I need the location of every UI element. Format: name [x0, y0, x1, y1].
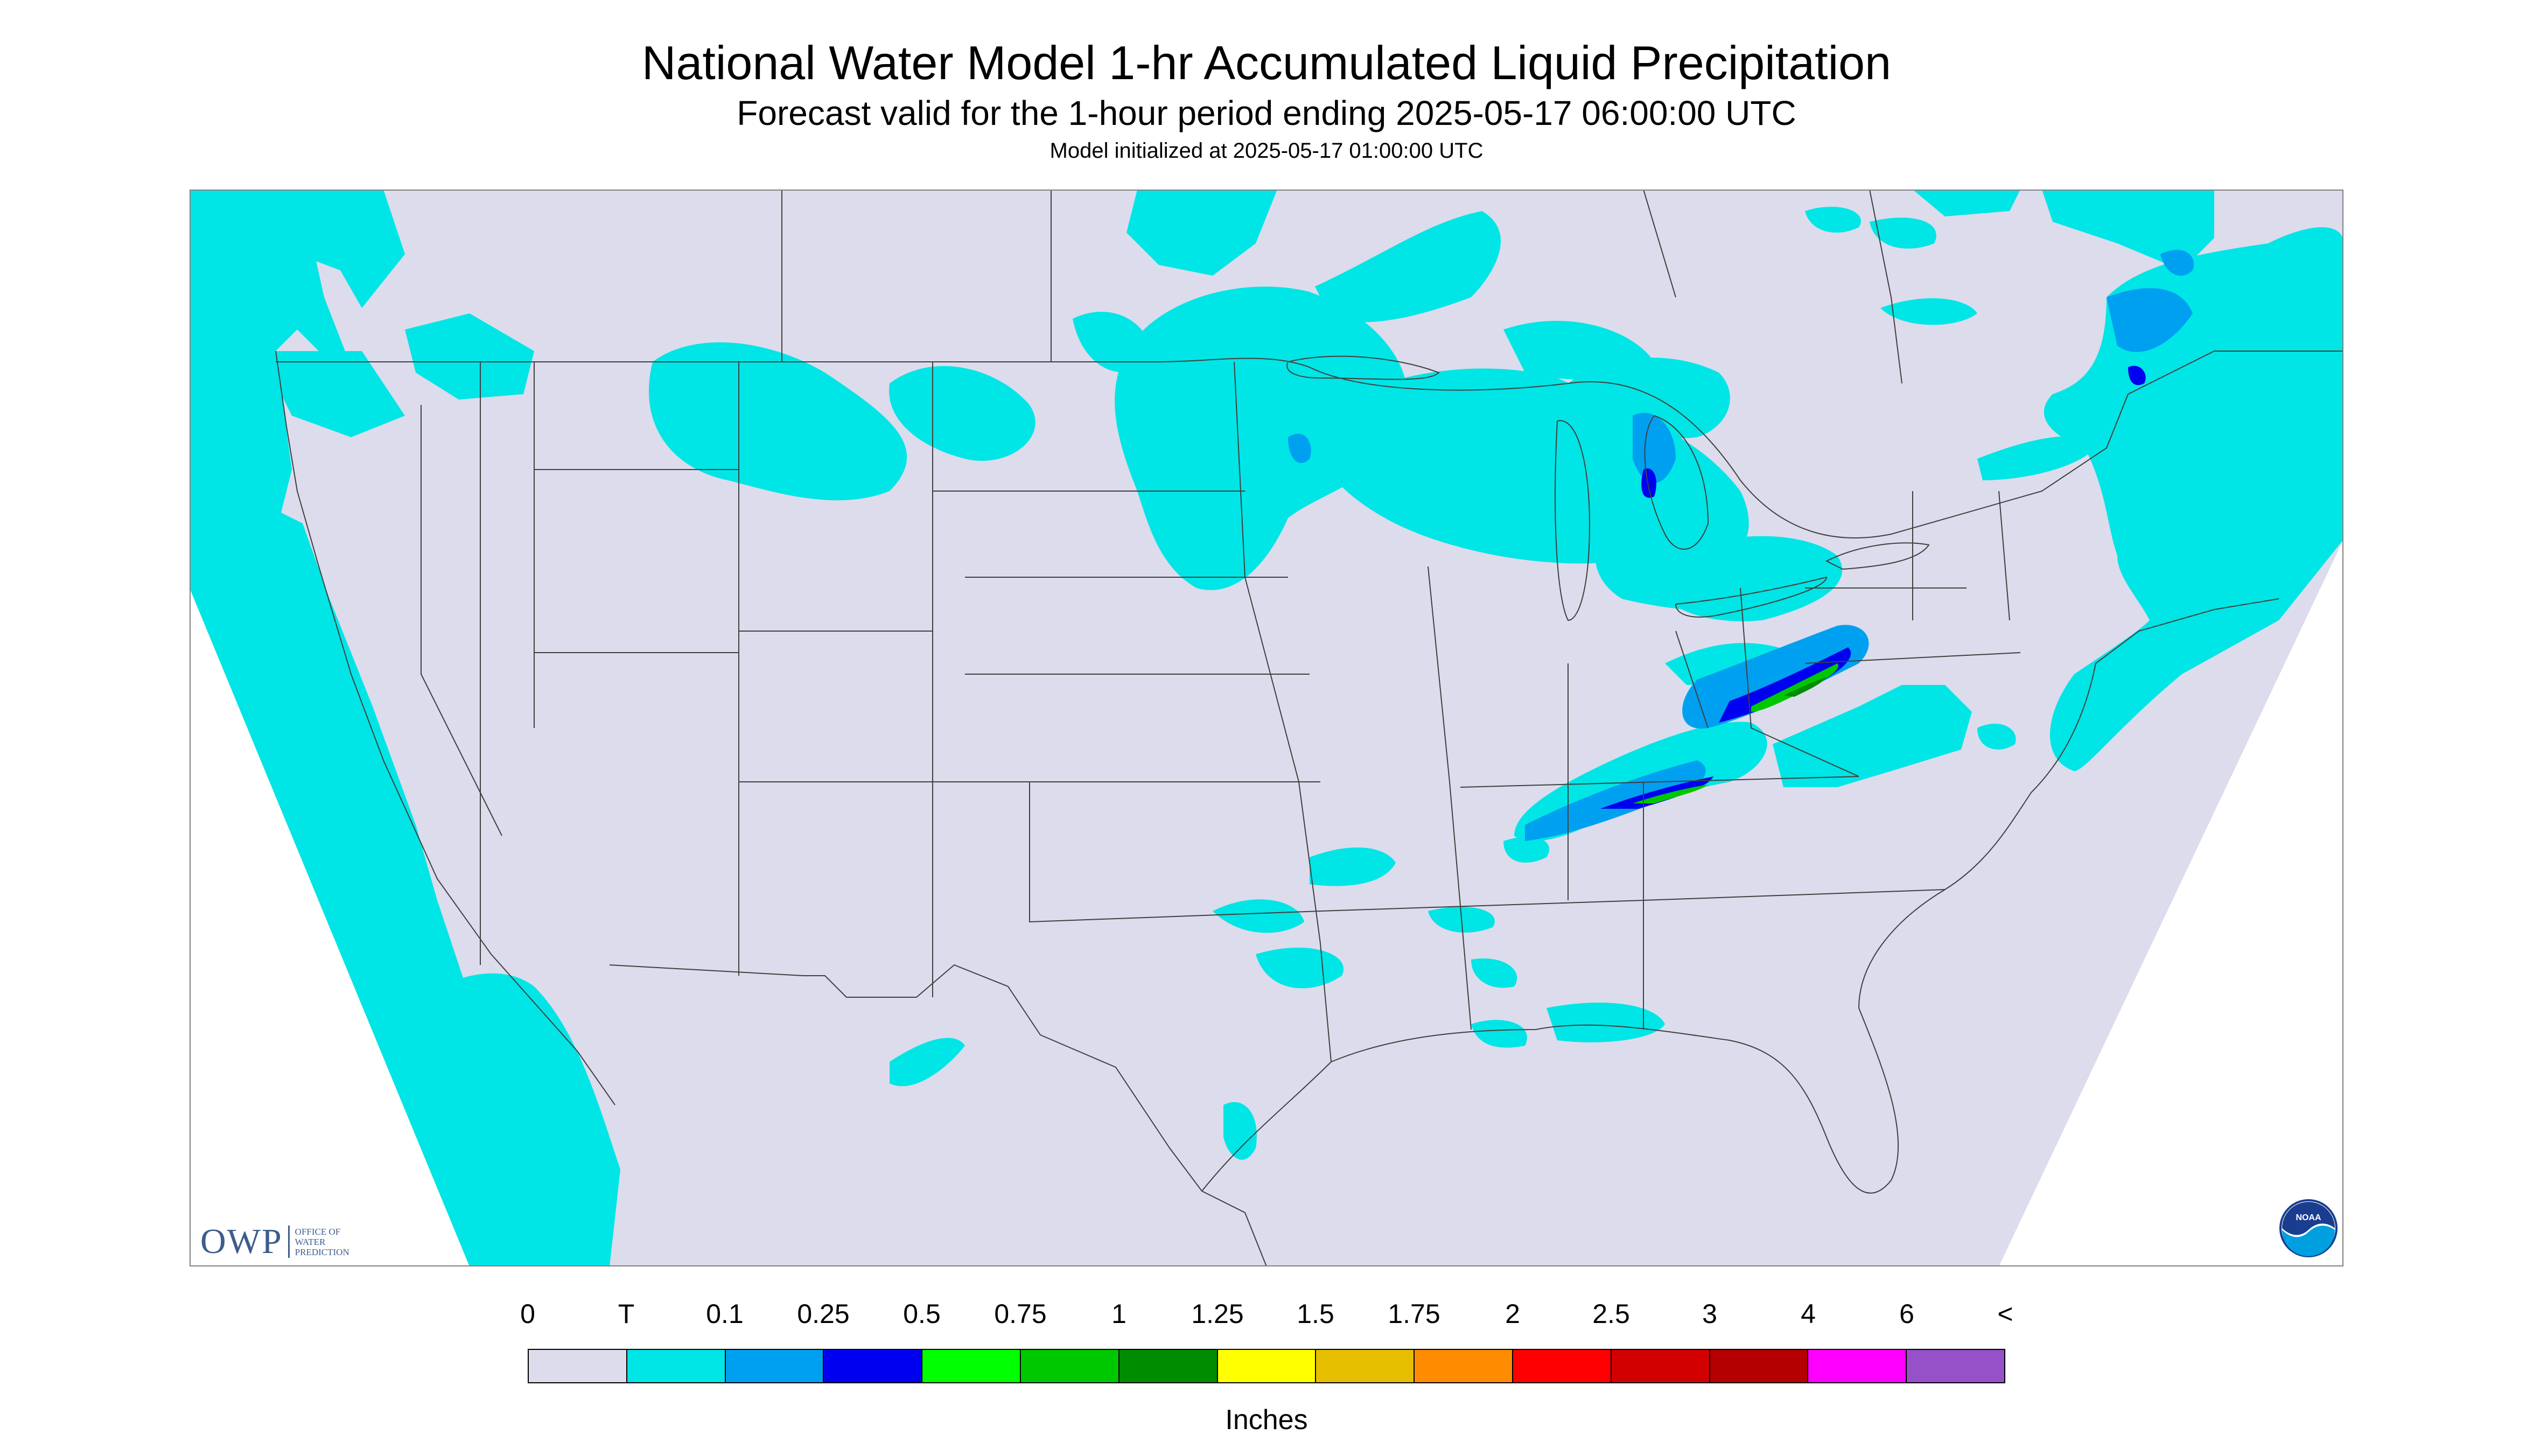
- legend-label: 1: [1111, 1299, 1126, 1329]
- owp-logo-text: OFFICE OF WATER PREDICTION: [295, 1226, 349, 1257]
- legend-label: 1.25: [1191, 1299, 1244, 1329]
- legend-swatch: [1808, 1350, 1907, 1382]
- noaa-emblem-icon: NOAA: [2279, 1199, 2338, 1257]
- legend-label: 1.75: [1388, 1299, 1440, 1329]
- legend-swatch: [1907, 1350, 2004, 1382]
- forecast-valid-subtitle: Forecast valid for the 1-hour period end…: [737, 94, 1796, 132]
- precip-0p5-areas: [1633, 663, 1838, 803]
- legend-label: <: [1997, 1299, 2013, 1329]
- precipitation-map[interactable]: [190, 190, 2343, 1266]
- legend-swatch: [1710, 1350, 1809, 1382]
- svg-text:NOAA: NOAA: [2296, 1213, 2321, 1222]
- legend-swatch: [1513, 1350, 1612, 1382]
- legend-labels: 0 T 0.1 0.25 0.5 0.75 1 1.25 1.5 1.75 2 …: [0, 1298, 2533, 1335]
- legend-swatch: [1119, 1350, 1218, 1382]
- legend-label: 0.5: [903, 1299, 941, 1329]
- model-init-text: Model initialized at 2025-05-17 01:00:00…: [1049, 139, 1484, 163]
- owp-logo: OWP OFFICE OF WATER PREDICTION: [200, 1220, 360, 1263]
- precip-0p25-areas: [1600, 366, 2146, 809]
- legend-swatch: [1217, 1350, 1317, 1382]
- map-frame-border: [190, 190, 2343, 1266]
- legend-label: 0: [520, 1299, 535, 1329]
- legend-label: 2.5: [1592, 1299, 1630, 1329]
- map-title: National Water Model 1-hr Accumulated Li…: [641, 36, 1892, 89]
- legend-label: 4: [1801, 1299, 1816, 1329]
- legend-label: 0.75: [994, 1299, 1047, 1329]
- legend-swatch: [627, 1350, 726, 1382]
- noaa-logo: NOAA: [2279, 1199, 2338, 1258]
- legend-swatch: [1415, 1350, 1513, 1382]
- legend-label: 0.1: [706, 1299, 744, 1329]
- legend-label: 1.5: [1297, 1299, 1334, 1329]
- boundaries: [275, 190, 2343, 1266]
- legend-label: 6: [1899, 1299, 1914, 1329]
- precip-trace-areas: [190, 190, 2343, 1266]
- legend-swatch: [824, 1350, 923, 1382]
- legend-label: 0.25: [797, 1299, 850, 1329]
- legend-swatch: [1020, 1350, 1119, 1382]
- legend-swatch: [922, 1350, 1021, 1382]
- owp-logo-divider: [288, 1226, 290, 1258]
- great-lakes: [1286, 355, 1930, 621]
- owp-logo-mark: OWP: [200, 1222, 283, 1261]
- legend-label: 2: [1505, 1299, 1520, 1329]
- legend-label: 3: [1702, 1299, 1717, 1329]
- legend-label: T: [618, 1299, 635, 1329]
- legend-color-bar: [528, 1349, 2005, 1383]
- legend-swatch: [1316, 1350, 1415, 1382]
- legend-units: Inches: [1225, 1404, 1308, 1436]
- legend-swatch: [725, 1350, 824, 1382]
- legend-swatch: [1611, 1350, 1710, 1382]
- precip-0p75-areas: [1783, 677, 1827, 697]
- legend-swatch: [529, 1350, 627, 1382]
